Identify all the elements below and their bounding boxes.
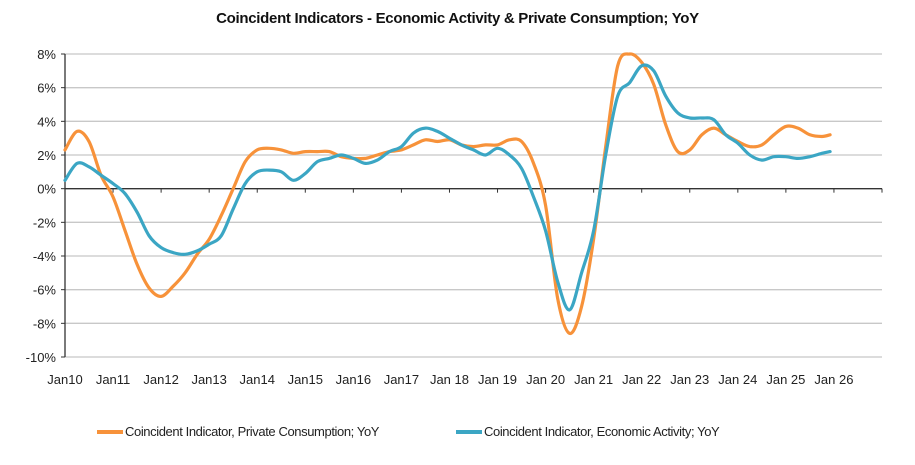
y-tick-label: 2%: [37, 148, 56, 163]
y-tick-label: 4%: [37, 114, 56, 129]
legend-swatch-private-consumption: [97, 429, 123, 434]
x-tick-label: Jan16: [336, 372, 371, 387]
y-tick-label: -10%: [26, 350, 57, 365]
y-tick-label: 0%: [37, 182, 56, 197]
series-line-economic-activity: [63, 63, 832, 312]
x-tick-label: Jan 19: [478, 372, 517, 387]
legend-swatch-economic-activity: [456, 429, 482, 434]
y-tick-label: 8%: [37, 47, 56, 62]
y-tick-label: -6%: [33, 283, 57, 298]
y-tick-label: -2%: [33, 215, 57, 230]
chart-title: Coincident Indicators - Economic Activit…: [216, 10, 699, 27]
x-tick-label: Jan 25: [766, 372, 805, 387]
x-tick-label: Jan11: [96, 372, 130, 387]
series-line-private-consumption: [63, 52, 832, 335]
x-tick-label: Jan12: [143, 372, 178, 387]
axes: [61, 53, 883, 358]
x-tick-label: Jan 24: [718, 372, 757, 387]
y-tick-label: 6%: [37, 81, 56, 96]
x-tick-label: Jan13: [191, 372, 226, 387]
legend-label-private-consumption: Coincident Indicator, Private Consumptio…: [125, 424, 380, 439]
legend-item-economic-activity: Coincident Indicator, Economic Activity;…: [456, 424, 720, 439]
x-tick-label: Jan 26: [814, 372, 853, 387]
y-tick-label: -8%: [33, 316, 57, 331]
x-tick-label: Jan17: [384, 372, 419, 387]
x-tick-label: Jan 20: [526, 372, 565, 387]
y-tick-label: -4%: [33, 249, 57, 264]
x-tick-label: Jan15: [288, 372, 323, 387]
legend-label-economic-activity: Coincident Indicator, Economic Activity;…: [484, 424, 720, 439]
x-tick-label: Jan 23: [670, 372, 709, 387]
x-tick-label: Jan 22: [622, 372, 661, 387]
x-tick-label: Jan10: [47, 372, 82, 387]
series-lines: [63, 52, 832, 335]
x-tick-label: Jan 21: [574, 372, 613, 387]
gridlines: [65, 53, 882, 358]
tick-labels: 8% 6% 4% 2% 0% -2% -4% -6% -8% -10% Jan10 Jan11 Jan1…: [26, 47, 854, 387]
legend-item-private-consumption: Coincident Indicator, Private Consumptio…: [97, 424, 379, 439]
x-tick-label: Jan14: [240, 372, 275, 387]
x-tick-label: Jan 18: [430, 372, 469, 387]
